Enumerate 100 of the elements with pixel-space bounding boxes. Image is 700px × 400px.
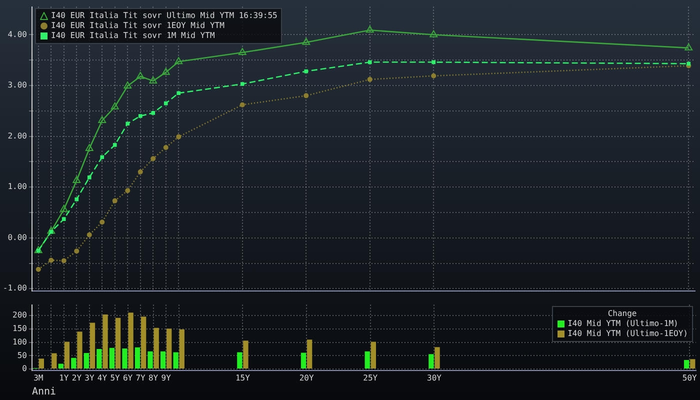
y-tick-label: 100 <box>12 337 28 346</box>
x-tick-label: 30Y <box>427 373 442 382</box>
point <box>149 76 158 84</box>
bar <box>306 340 312 369</box>
bar <box>434 347 440 369</box>
point <box>138 114 142 118</box>
x-tick-label: 5Y <box>110 373 120 382</box>
x-tick-label: 20Y <box>299 373 314 382</box>
point <box>367 76 372 82</box>
point <box>432 60 436 64</box>
bar <box>71 358 76 369</box>
y-tick-label: 150 <box>12 324 28 333</box>
point <box>684 43 693 50</box>
point <box>98 116 106 124</box>
point <box>240 82 244 86</box>
point <box>125 188 130 194</box>
bar <box>58 364 64 369</box>
point <box>112 198 118 204</box>
x-axis-title: Anni <box>32 386 56 398</box>
y-tick-label: 4.00 <box>8 30 28 39</box>
point <box>86 232 92 238</box>
point <box>366 26 374 33</box>
bar <box>77 332 82 369</box>
point <box>138 169 143 174</box>
point <box>72 176 81 183</box>
legend-label: I40 EUR Italia Tit sovr 1M Mid YTM <box>51 30 215 41</box>
legend-title: Change <box>606 308 638 319</box>
bar <box>52 353 57 369</box>
bar <box>173 352 178 369</box>
x-tick-label: 6Y <box>122 373 133 382</box>
point <box>36 266 41 272</box>
x-tick-label: 3M <box>34 373 44 382</box>
point <box>304 69 308 74</box>
point <box>430 30 438 38</box>
x-tick-label: 50Y <box>682 373 698 382</box>
x-tick-label: 7Y <box>136 373 146 382</box>
point <box>164 101 168 106</box>
bar <box>166 328 172 369</box>
bar <box>84 352 90 369</box>
point <box>302 38 310 45</box>
y-tick-label: 50 <box>17 350 28 360</box>
point <box>368 60 372 64</box>
point <box>162 68 170 75</box>
bar <box>102 314 108 369</box>
y-tick-label: 200 <box>12 310 28 320</box>
point <box>110 102 119 110</box>
point <box>112 143 117 147</box>
point <box>174 57 183 64</box>
bar <box>90 322 96 369</box>
point <box>87 176 92 180</box>
bar <box>684 360 690 369</box>
bar <box>140 316 146 369</box>
y-tick-label: 1.00 <box>8 182 28 192</box>
bar <box>160 351 166 369</box>
point <box>136 72 144 79</box>
legend-label: I40 Mid YTM (Ultimo-1EOY) <box>568 328 688 339</box>
point <box>85 144 94 151</box>
point <box>238 48 246 56</box>
y-tick-label: 0.00 <box>8 232 28 242</box>
point <box>163 144 168 150</box>
bar <box>64 342 70 369</box>
point <box>240 102 245 108</box>
y-tick-label: 0 <box>22 364 28 374</box>
bar <box>370 342 376 369</box>
point <box>431 73 436 78</box>
x-tick-label: 3Y <box>84 373 94 382</box>
y-tick-label: -1.00 <box>2 284 28 293</box>
point <box>124 82 132 89</box>
point <box>176 91 181 96</box>
bar <box>148 351 153 369</box>
point <box>150 156 156 162</box>
legend-label: I40 EUR Italia Tit sovr 1EOY Mid YTM <box>51 20 224 31</box>
bar <box>243 340 248 369</box>
point <box>304 93 309 98</box>
x-tick-label: 2Y <box>72 373 82 382</box>
point <box>48 258 54 263</box>
x-tick-label: 8Y <box>148 373 158 382</box>
x-tick-label: 15Y <box>235 373 250 382</box>
bar <box>300 352 306 369</box>
point <box>62 217 66 221</box>
x-tick-label: 9Y <box>161 373 172 382</box>
point <box>100 220 105 225</box>
y-tick-label: 2.00 <box>8 131 28 140</box>
legend-label: I40 EUR Italia Tit sovr Ultimo Mid YTM 16:39:55 <box>51 10 278 21</box>
bar <box>134 347 140 369</box>
bar <box>690 359 696 369</box>
y-tick-label: 3.00 <box>8 80 28 90</box>
bar <box>128 312 134 369</box>
bar <box>154 328 159 369</box>
bar <box>428 354 434 369</box>
x-tick-label: 1Y <box>59 373 69 382</box>
bar <box>109 348 115 369</box>
bar <box>122 348 128 369</box>
bar <box>96 348 102 369</box>
x-tick-label: 25Y <box>363 373 378 382</box>
bar <box>237 352 242 369</box>
x-tick-label: 4Y <box>97 373 108 382</box>
legend-label: I40 Mid YTM (Ultimo-1M) <box>568 318 678 329</box>
bar <box>179 329 184 369</box>
bar <box>115 318 121 369</box>
